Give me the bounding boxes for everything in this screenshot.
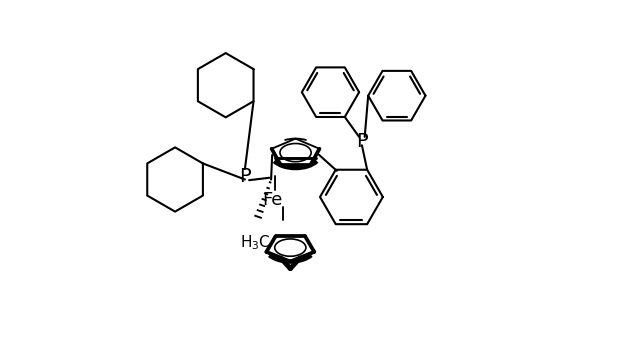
Text: Fe: Fe: [262, 191, 283, 209]
Ellipse shape: [275, 239, 306, 256]
Text: H$_3$C: H$_3$C: [240, 234, 271, 252]
Text: P: P: [356, 132, 368, 151]
Text: P: P: [239, 166, 251, 186]
Ellipse shape: [280, 144, 311, 162]
